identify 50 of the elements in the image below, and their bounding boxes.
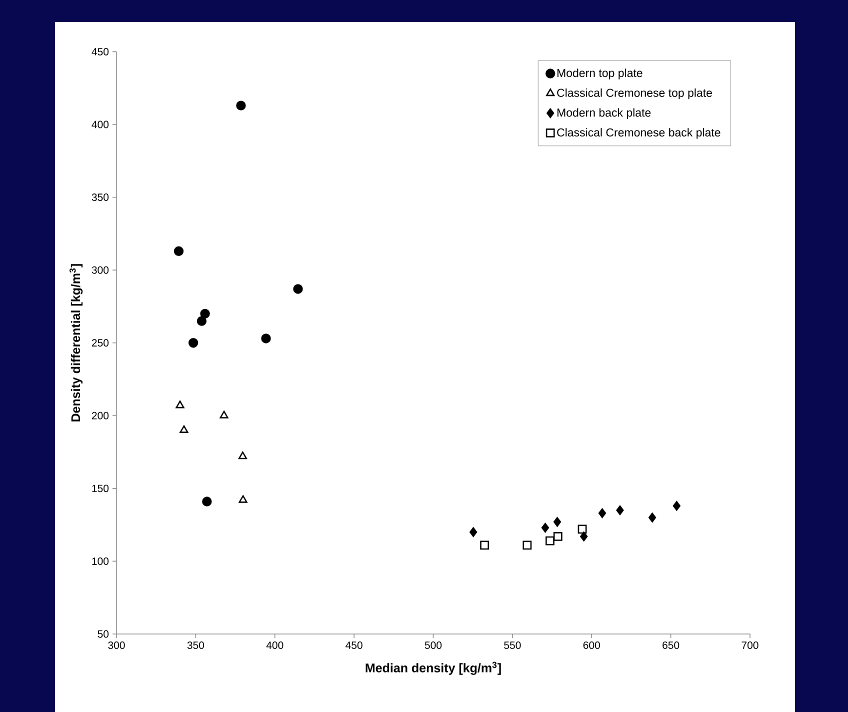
- x-tick-label: 500: [424, 642, 442, 649]
- legend-label: Modern top plate: [557, 68, 642, 80]
- y-tick-label: 450: [92, 48, 109, 56]
- y-tick-label: 250: [92, 339, 109, 347]
- point: [200, 308, 210, 319]
- legend-label: Classical Cremonese back plate: [557, 128, 720, 139]
- point: [293, 284, 303, 294]
- y-axis-title: Density differential [kg/m$^{3}$]: [70, 264, 83, 422]
- point: [470, 527, 478, 537]
- x-tick-label: 450: [346, 642, 362, 649]
- point: [238, 495, 248, 503]
- x-tick-label: 650: [662, 642, 680, 649]
- point: [522, 540, 532, 550]
- point: [616, 505, 624, 516]
- y-tick-label: 400: [92, 120, 109, 128]
- y-tick-label: 200: [92, 412, 109, 420]
- point: [236, 100, 246, 110]
- point: [238, 452, 248, 460]
- y-tick-label: 50: [98, 630, 109, 638]
- point: [580, 532, 588, 542]
- point: [188, 338, 198, 348]
- point: [480, 540, 490, 550]
- point: [648, 512, 656, 522]
- x-tick-label: 400: [266, 642, 284, 649]
- point: [553, 532, 562, 541]
- legend-label: Modern back plate: [557, 108, 651, 119]
- point: [180, 425, 188, 433]
- point: [541, 522, 550, 533]
- x-tick-label: 350: [187, 642, 204, 649]
- x-tick-label: 300: [108, 642, 125, 649]
- point: [598, 508, 606, 518]
- point: [672, 501, 680, 511]
- y-tick-label: 100: [92, 558, 109, 565]
- x-tick-label: 700: [742, 642, 758, 649]
- x-axis-title: Median density [kg/m$^{3}$]: [366, 662, 501, 675]
- point: [176, 400, 184, 408]
- point: [202, 496, 212, 506]
- point: [220, 410, 228, 418]
- y-tick-label: 350: [92, 194, 109, 201]
- point: [553, 517, 562, 527]
- y-tick-label: 300: [92, 266, 109, 274]
- y-tick-label: 150: [92, 484, 109, 492]
- point: [174, 246, 184, 256]
- point: [261, 334, 271, 344]
- legend-label: Classical Cremonese top plate: [557, 88, 712, 100]
- point: [546, 536, 554, 546]
- x-tick-label: 600: [583, 642, 600, 649]
- point: [578, 524, 587, 534]
- point: [196, 316, 207, 326]
- x-tick-label: 550: [504, 642, 521, 649]
